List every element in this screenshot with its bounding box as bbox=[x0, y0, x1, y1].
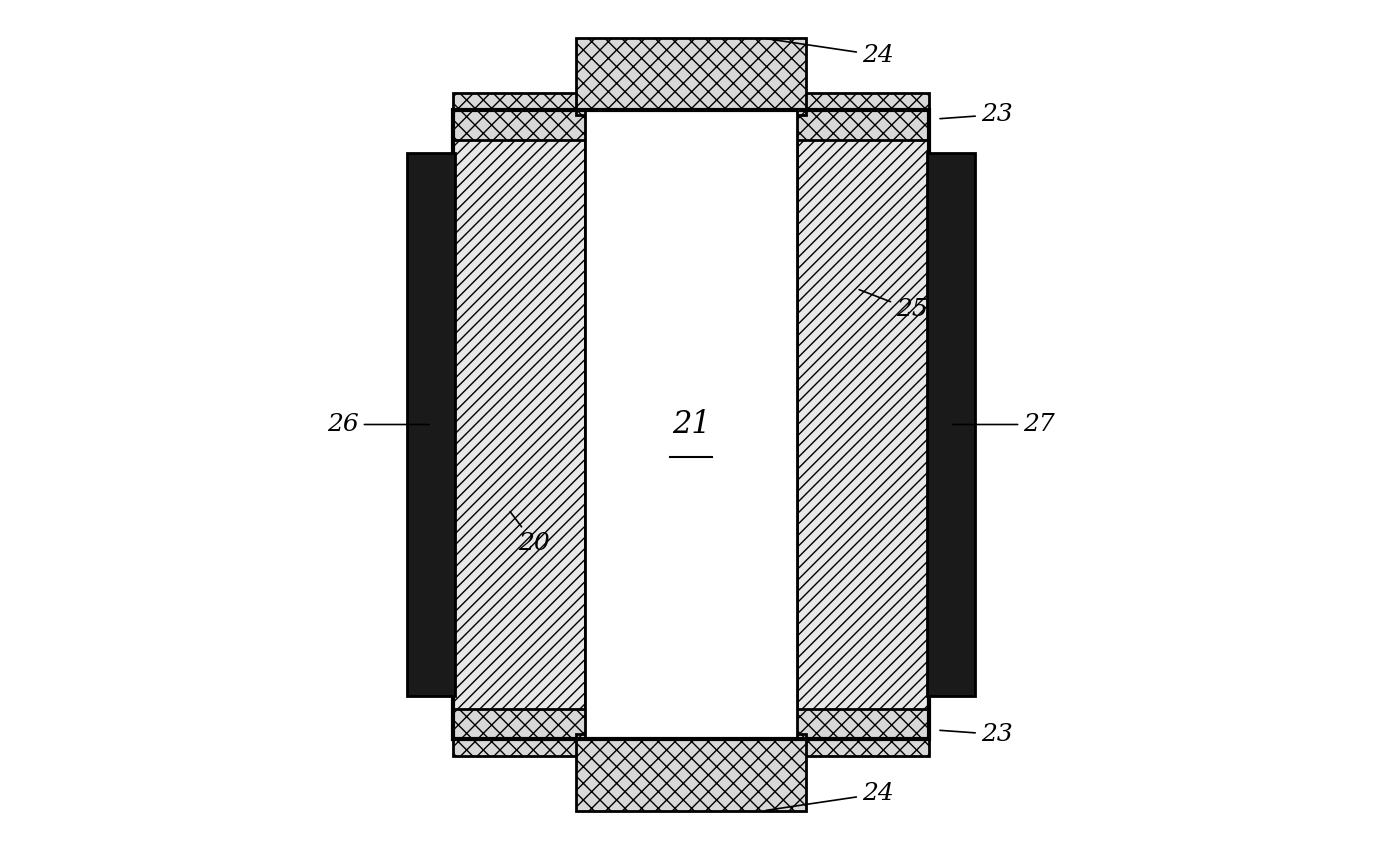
Bar bbox=[453, 110, 929, 739]
Bar bbox=[453, 93, 929, 140]
Text: 25: 25 bbox=[860, 290, 927, 322]
Bar bbox=[927, 153, 976, 696]
Bar bbox=[585, 110, 797, 739]
Text: 26: 26 bbox=[328, 413, 430, 436]
Text: 20: 20 bbox=[510, 512, 550, 555]
Bar bbox=[453, 110, 585, 739]
Bar bbox=[797, 110, 929, 739]
Bar bbox=[576, 734, 806, 811]
Text: 21: 21 bbox=[672, 409, 710, 440]
Text: 24: 24 bbox=[766, 782, 894, 811]
Text: 27: 27 bbox=[952, 413, 1054, 436]
Text: 23: 23 bbox=[940, 722, 1013, 746]
Text: 23: 23 bbox=[940, 103, 1013, 127]
Bar bbox=[453, 709, 929, 756]
Bar bbox=[576, 38, 806, 115]
Text: 24: 24 bbox=[766, 38, 894, 67]
Bar bbox=[406, 153, 455, 696]
